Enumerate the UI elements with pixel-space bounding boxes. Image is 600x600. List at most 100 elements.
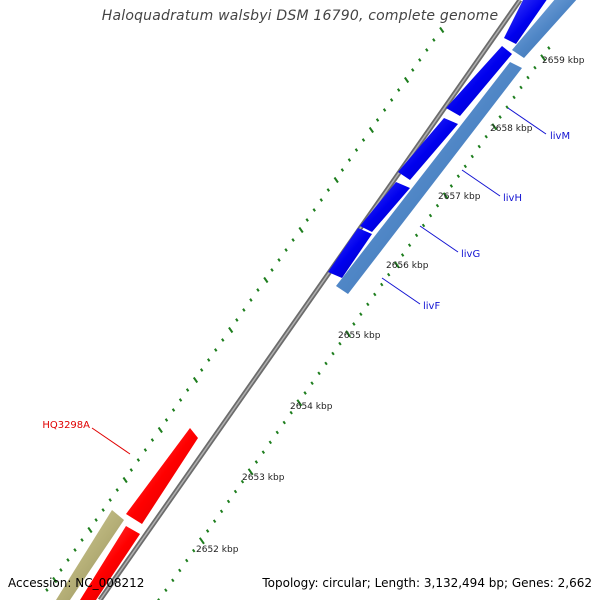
minor-tick	[115, 488, 119, 492]
gene-feature[interactable]	[56, 510, 124, 600]
minor-tick	[219, 509, 224, 514]
gene-feature[interactable]	[398, 118, 458, 180]
minor-tick	[477, 144, 481, 149]
minor-tick	[324, 361, 328, 366]
minor-tick	[263, 276, 269, 284]
minor-tick	[366, 302, 370, 307]
minor-tick	[428, 213, 433, 218]
gene-feature[interactable]	[512, 0, 578, 58]
tick-label: 2653 kbp	[242, 473, 285, 483]
gene-leader-line	[381, 277, 421, 305]
minor-tick	[164, 418, 169, 422]
gene-feature[interactable]	[360, 182, 410, 232]
tick-label: 2656 kbp	[386, 261, 429, 271]
minor-tick	[340, 168, 345, 172]
major-tick	[296, 399, 303, 407]
gene-feature[interactable]	[504, 0, 548, 44]
minor-tick	[171, 578, 175, 583]
major-tick	[491, 123, 498, 131]
minor-tick	[284, 248, 288, 252]
minor-tick	[547, 46, 551, 50]
minor-tick	[512, 95, 516, 100]
minor-tick	[73, 548, 77, 552]
minor-tick	[235, 318, 239, 322]
major-tick	[345, 330, 352, 338]
accession-text: Accession: NC_008212	[8, 576, 145, 590]
minor-tick	[233, 489, 238, 494]
tick-label: 2658 kbp	[490, 124, 533, 134]
minor-tick	[432, 38, 436, 42]
minor-tick	[192, 548, 196, 553]
minor-tick	[359, 312, 363, 316]
minor-tick	[310, 381, 314, 385]
major-tick	[198, 537, 205, 545]
minor-tick	[373, 292, 377, 297]
gene-label-livH[interactable]: livH	[503, 193, 522, 204]
gene-label-livG[interactable]: livG	[461, 249, 480, 260]
gene-leader-line	[91, 427, 131, 455]
minor-tick	[421, 223, 426, 228]
minor-tick	[387, 272, 391, 277]
minor-tick	[361, 138, 366, 142]
gene-feature[interactable]	[336, 62, 522, 294]
reverse-gene-track	[336, 0, 578, 294]
gene-feature-HQ3298A[interactable]	[126, 428, 198, 524]
major-tick	[442, 192, 449, 200]
minor-tick	[143, 448, 148, 452]
minor-tick	[249, 298, 253, 302]
minor-tick	[157, 426, 163, 434]
tick-label: 2654 kbp	[290, 402, 333, 412]
minor-tick	[484, 134, 488, 139]
gene-label-livM[interactable]: livM	[550, 131, 570, 142]
minor-tick	[505, 105, 509, 109]
gene-label-livF[interactable]: livF	[423, 301, 440, 312]
minor-tick	[178, 568, 182, 573]
minor-tick	[338, 341, 342, 346]
minor-tick	[463, 164, 467, 169]
minor-tick	[214, 348, 218, 352]
minor-tick	[185, 388, 190, 392]
minor-tick	[298, 226, 304, 234]
minor-tick	[289, 410, 293, 415]
topology-text: Topology: circular; Length: 3,132,494 bp…	[262, 576, 592, 590]
minor-tick	[526, 75, 530, 80]
minor-tick	[268, 440, 272, 445]
gene-feature[interactable]	[80, 526, 140, 600]
minor-tick	[389, 98, 394, 102]
minor-tick	[228, 326, 234, 334]
minor-tick	[80, 538, 84, 542]
minor-tick	[129, 468, 133, 472]
minor-tick	[414, 233, 419, 238]
major-tick-track: 2652 kbp 2653 kbp 2654 kbp 2655 kbp 2656 kbp…	[157, 46, 585, 600]
tick-label: 2657 kbp	[438, 192, 481, 202]
minor-tick	[108, 498, 112, 502]
minor-tick	[305, 218, 309, 222]
minor-tick	[185, 558, 189, 563]
minor-tick	[157, 598, 161, 600]
major-tick	[247, 468, 254, 476]
tick-label: 2655 kbp	[338, 331, 381, 341]
minor-tick	[240, 479, 245, 484]
minor-tick	[136, 458, 141, 462]
minor-tick	[303, 391, 307, 395]
minor-tick	[456, 174, 461, 178]
minor-tick	[400, 253, 405, 257]
minor-tick	[94, 518, 98, 522]
minor-tick	[122, 476, 128, 484]
minor-tick	[87, 526, 93, 534]
minor-tick	[352, 322, 356, 326]
minor-tick-track	[45, 26, 445, 592]
minor-tick	[45, 588, 49, 592]
minor-tick	[207, 358, 211, 362]
gene-feature[interactable]	[446, 46, 512, 116]
minor-tick	[256, 288, 260, 292]
gene-label-HQ3298A[interactable]: HQ3298A	[42, 420, 90, 431]
minor-tick	[52, 576, 58, 584]
minor-tick	[254, 460, 259, 464]
minor-tick	[396, 88, 401, 92]
minor-tick	[221, 338, 225, 342]
gene-feature[interactable]	[328, 228, 372, 278]
minor-tick	[331, 351, 335, 356]
minor-tick	[205, 529, 210, 533]
minor-tick	[418, 58, 422, 62]
